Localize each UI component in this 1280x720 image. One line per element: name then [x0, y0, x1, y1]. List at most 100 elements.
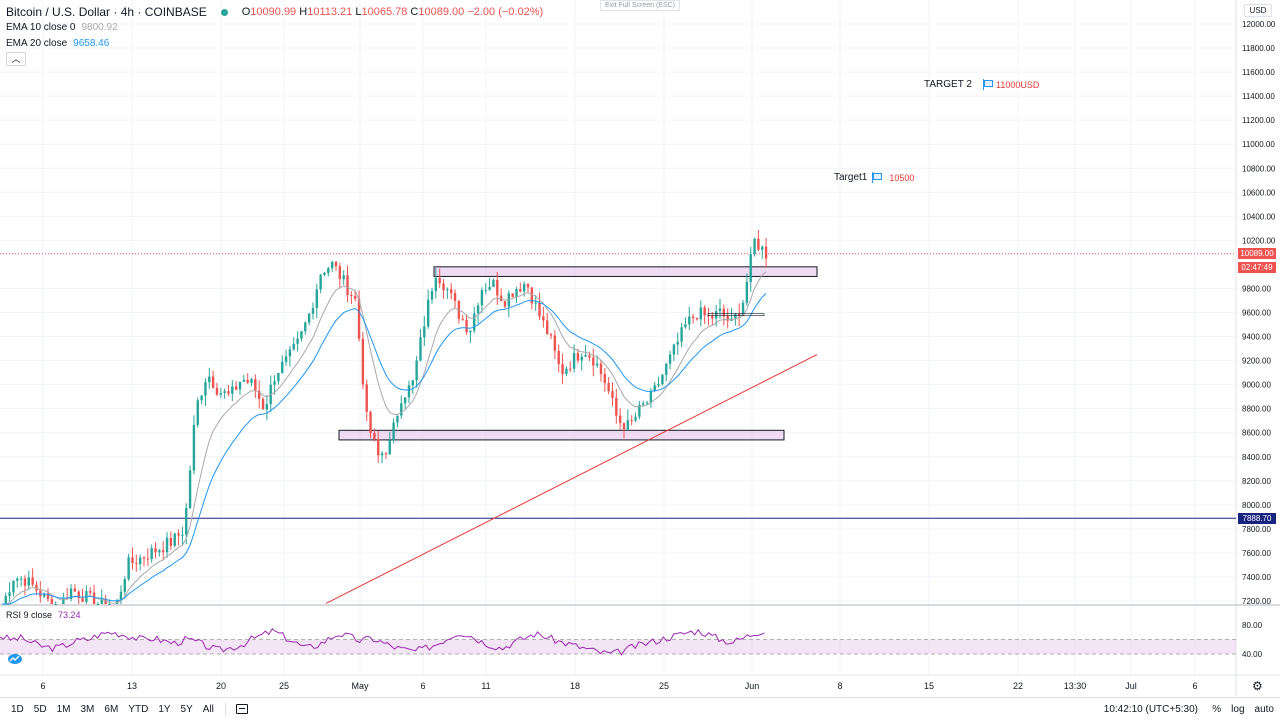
candle-body — [54, 604, 57, 605]
price-tick-label: 7600.00 — [1242, 549, 1271, 558]
price-tick-label: 10400.00 — [1242, 212, 1276, 221]
candle-body — [599, 363, 603, 375]
candle-body — [373, 432, 376, 440]
candle-body — [284, 356, 288, 362]
timeframe-all[interactable]: All — [202, 703, 214, 715]
candle-body — [346, 275, 349, 295]
time-tick-label: 13:30 — [1064, 681, 1087, 691]
exit-fullscreen-button[interactable]: Exit Full Screen (ESC) — [600, 0, 680, 11]
price-tick-label: 9400.00 — [1242, 333, 1271, 342]
time-tick-label: 25 — [279, 681, 289, 691]
candle-body — [465, 319, 468, 333]
candle-body — [12, 580, 15, 593]
candle-body — [749, 254, 752, 282]
candle-body — [473, 313, 476, 331]
chart-legend: Bitcoin / U.S. Dollar · 4h · COINBASE O1… — [6, 4, 543, 52]
candle-body — [200, 395, 203, 401]
price-tick-label: 11800.00 — [1242, 44, 1275, 53]
target1-annotation[interactable]: Target1 10500 — [834, 172, 915, 183]
timeframe-3m[interactable]: 3M — [80, 703, 95, 715]
chart-canvas[interactable]: 12000.00 11800.00 11600.00 11400.00 11200.00… — [0, 0, 1280, 697]
market-status-dot — [220, 8, 228, 16]
candle-body — [542, 316, 545, 321]
candle-body — [738, 313, 741, 316]
timeframe-5y[interactable]: 5Y — [180, 703, 193, 715]
candle-body — [492, 279, 495, 287]
candle-body — [430, 290, 434, 300]
auto-scale-button[interactable]: auto — [1254, 703, 1274, 715]
candle-body — [515, 289, 518, 298]
timeframe-ytd[interactable]: YTD — [128, 703, 149, 715]
percent-scale-button[interactable]: % — [1212, 703, 1222, 715]
candle-body — [446, 289, 449, 291]
candle-body — [135, 563, 138, 565]
time-tick-label: Jun — [745, 681, 760, 691]
timeframe-6m[interactable]: 6M — [104, 703, 119, 715]
candle-body — [131, 557, 134, 564]
candle-body — [684, 324, 687, 328]
candle-body — [734, 313, 737, 319]
candle-body — [592, 357, 595, 366]
price-tick-label: 8400.00 — [1242, 453, 1271, 462]
candle-body — [377, 439, 380, 456]
ema20-legend[interactable]: EMA 20 close 9658.46 — [6, 38, 110, 49]
candle-body — [138, 557, 142, 565]
candle-body — [384, 453, 388, 455]
time-tick-label: 15 — [924, 681, 934, 691]
target2-annotation[interactable]: TARGET 2 11000USD — [924, 79, 1040, 90]
candle-body — [208, 376, 211, 383]
currency-label[interactable]: USD — [1244, 4, 1272, 17]
candle-body — [607, 383, 610, 392]
timeframe-5d[interactable]: 5D — [33, 703, 47, 715]
price-tick-label: 9000.00 — [1242, 381, 1271, 390]
candle-body — [261, 398, 265, 410]
candle-body — [185, 508, 188, 535]
candle-body — [703, 307, 706, 316]
gear-icon[interactable]: ⚙ — [1252, 679, 1263, 693]
candle-body — [81, 598, 84, 602]
symbol-title[interactable]: Bitcoin / U.S. Dollar · 4h · COINBASE — [6, 5, 207, 19]
candle-body — [569, 368, 572, 370]
candle-body — [173, 533, 176, 546]
calendar-range-icon[interactable] — [235, 704, 248, 714]
candle-body — [146, 558, 150, 560]
candle-body — [250, 379, 253, 383]
ema20-line — [1, 293, 767, 605]
tradingview-logo-icon[interactable] — [8, 654, 22, 664]
candle-body — [100, 598, 103, 604]
candle-body — [411, 380, 414, 386]
candle-body — [392, 422, 395, 441]
candle-body — [403, 397, 407, 404]
candle-body — [281, 361, 284, 374]
candle-body — [154, 548, 157, 553]
price-tick-label: 8600.00 — [1242, 429, 1271, 438]
timeframe-1y[interactable]: 1Y — [158, 703, 171, 715]
candle-body — [258, 390, 261, 399]
candle-body — [162, 550, 165, 553]
price-tick-label: 11200.00 — [1242, 116, 1275, 125]
candle-body — [572, 353, 576, 369]
candle-body — [73, 588, 77, 592]
candle-body — [192, 424, 196, 471]
timeframe-1d[interactable]: 1D — [11, 703, 24, 715]
candle-body — [400, 403, 403, 416]
time-tick-label: 18 — [570, 681, 580, 691]
rsi-legend[interactable]: RSI 9 close 73.24 — [6, 610, 81, 620]
candle-body — [630, 420, 633, 422]
candle-body — [668, 354, 672, 364]
log-scale-button[interactable]: log — [1231, 703, 1245, 715]
candle-body — [242, 379, 246, 382]
candle-body — [469, 330, 472, 333]
price-tick-label: 10800.00 — [1242, 164, 1276, 173]
candle-body — [642, 403, 645, 405]
candle-body — [665, 363, 668, 375]
time-tick-label: 25 — [659, 681, 669, 691]
divider — [224, 702, 226, 716]
candle-body — [231, 386, 234, 394]
ema10-legend[interactable]: EMA 10 close 0 9800.92 — [6, 22, 118, 33]
candle-body — [618, 415, 622, 424]
candle-body — [96, 604, 100, 605]
chevron-up-icon[interactable]: ︿ — [6, 52, 26, 66]
timeframe-1m[interactable]: 1M — [56, 703, 71, 715]
clock[interactable]: 10:42:10 (UTC+5:30) — [1103, 703, 1198, 715]
